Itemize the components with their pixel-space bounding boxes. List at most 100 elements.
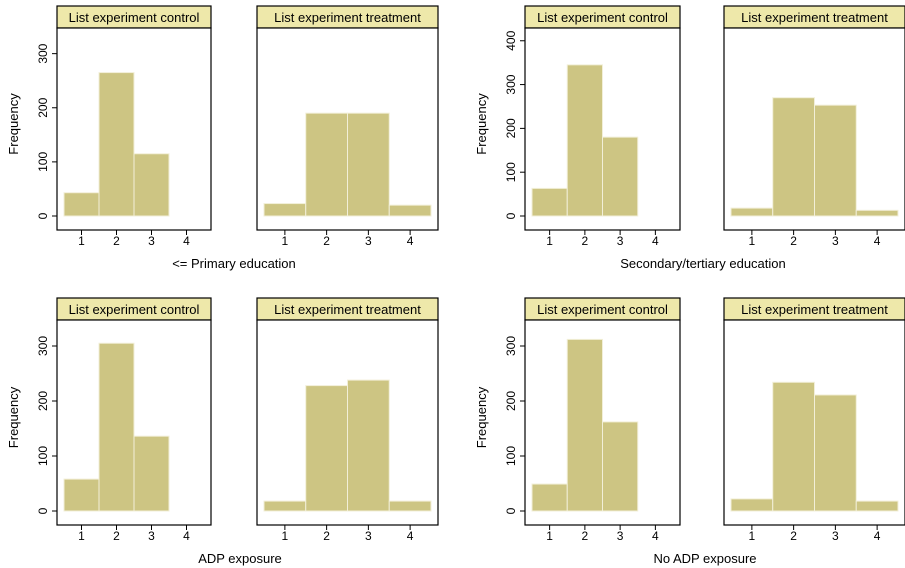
- panel-control: List experiment control 1 2 3 4: [524, 5, 681, 248]
- panel-control: List experiment control 1 2 3 4: [56, 297, 212, 543]
- panel-title: List experiment control: [537, 302, 668, 317]
- bar: [263, 500, 307, 512]
- x-tick-label: 4: [407, 234, 414, 248]
- x-tick-label: 2: [323, 529, 330, 543]
- bar: [305, 112, 348, 217]
- panel-treatment: List experiment treatment 1 2 3 4: [723, 297, 905, 543]
- bar: [566, 338, 603, 512]
- y-tick-label: 100: [36, 446, 50, 466]
- bar: [98, 72, 135, 217]
- y-tick-label: 200: [504, 118, 518, 138]
- y-tick-label: 0: [36, 212, 50, 219]
- panel-title: List experiment treatment: [741, 302, 888, 317]
- x-tick-label: 1: [749, 529, 756, 543]
- x-axis-title: <= Primary education: [172, 256, 296, 271]
- bar: [263, 203, 307, 217]
- x-tick-label: 4: [183, 529, 190, 543]
- panel-title: List experiment treatment: [274, 10, 421, 25]
- x-tick-label: 3: [365, 529, 372, 543]
- panel-title: List experiment control: [69, 10, 200, 25]
- y-tick-label: 0: [36, 507, 50, 514]
- x-tick-label: 1: [546, 529, 553, 543]
- panel-treatment: List experiment treatment 1 2 3 4: [256, 297, 439, 543]
- bar: [63, 192, 100, 217]
- y-axis-title: Frequency: [6, 386, 21, 448]
- x-tick-label: 3: [617, 529, 624, 543]
- y-tick-label: 200: [504, 391, 518, 411]
- panel-title: List experiment control: [537, 10, 668, 25]
- x-tick-label: 4: [652, 529, 659, 543]
- bar: [855, 209, 899, 217]
- bar: [730, 207, 774, 217]
- x-tick-label: 2: [113, 529, 120, 543]
- y-tick-label: 0: [504, 212, 518, 219]
- x-tick-label: 4: [874, 529, 881, 543]
- x-tick-label: 2: [582, 529, 589, 543]
- x-tick-label: 3: [148, 234, 155, 248]
- panel-title: List experiment control: [69, 302, 200, 317]
- x-tick-label: 4: [874, 234, 881, 248]
- x-tick-label: 4: [183, 234, 190, 248]
- y-tick-label: 0: [504, 507, 518, 514]
- y-axis-title: Frequency: [474, 93, 489, 155]
- x-tick-label: 1: [749, 234, 756, 248]
- panel-title: List experiment treatment: [274, 302, 421, 317]
- bar: [772, 381, 815, 512]
- x-tick-label: 2: [790, 234, 797, 248]
- x-tick-label: 2: [582, 234, 589, 248]
- x-axis-title: Secondary/tertiary education: [620, 256, 785, 271]
- panel-treatment: List experiment treatment 1 2 3 4: [256, 5, 439, 248]
- bar: [602, 421, 639, 512]
- panel-control: List experiment control 1 2 3 4: [524, 297, 681, 543]
- bar: [388, 500, 432, 512]
- bar: [305, 385, 348, 512]
- y-tick-label: 300: [36, 43, 50, 63]
- y-tick-label: 300: [504, 74, 518, 94]
- y-axis-title: Frequency: [474, 386, 489, 448]
- panel-title: List experiment treatment: [741, 10, 888, 25]
- y-tick-label: 300: [504, 336, 518, 356]
- x-tick-label: 2: [113, 234, 120, 248]
- panel-treatment: List experiment treatment 1 2 3 4: [723, 5, 905, 248]
- y-tick-label: 300: [36, 336, 50, 356]
- bar: [388, 204, 432, 217]
- x-tick-label: 3: [832, 529, 839, 543]
- y-tick-label: 100: [36, 152, 50, 172]
- bar: [347, 379, 390, 512]
- x-tick-label: 2: [323, 234, 330, 248]
- y-tick-label: 100: [504, 446, 518, 466]
- y-tick-label: 400: [504, 30, 518, 50]
- bar: [772, 97, 815, 217]
- bar: [531, 483, 568, 512]
- x-tick-label: 3: [148, 529, 155, 543]
- x-tick-label: 3: [365, 234, 372, 248]
- bar: [133, 153, 170, 217]
- panel-control: List experiment control 1 2 3 4: [56, 5, 212, 248]
- bar: [855, 500, 899, 512]
- bar: [133, 435, 170, 512]
- x-tick-label: 1: [78, 529, 85, 543]
- bar: [602, 136, 639, 217]
- x-axis-title: ADP exposure: [198, 551, 282, 566]
- x-axis-title: No ADP exposure: [653, 551, 756, 566]
- y-tick-label: 200: [36, 97, 50, 117]
- x-tick-label: 2: [790, 529, 797, 543]
- x-tick-label: 4: [407, 529, 414, 543]
- bar: [814, 394, 857, 512]
- x-tick-label: 1: [546, 234, 553, 248]
- bar: [347, 112, 390, 217]
- y-tick-label: 100: [504, 162, 518, 182]
- x-tick-label: 1: [282, 529, 289, 543]
- x-tick-label: 1: [282, 234, 289, 248]
- bar: [730, 498, 774, 512]
- bar: [814, 104, 857, 217]
- y-tick-label: 200: [36, 391, 50, 411]
- x-tick-label: 3: [617, 234, 624, 248]
- x-tick-label: 4: [652, 234, 659, 248]
- y-axis-title: Frequency: [6, 93, 21, 155]
